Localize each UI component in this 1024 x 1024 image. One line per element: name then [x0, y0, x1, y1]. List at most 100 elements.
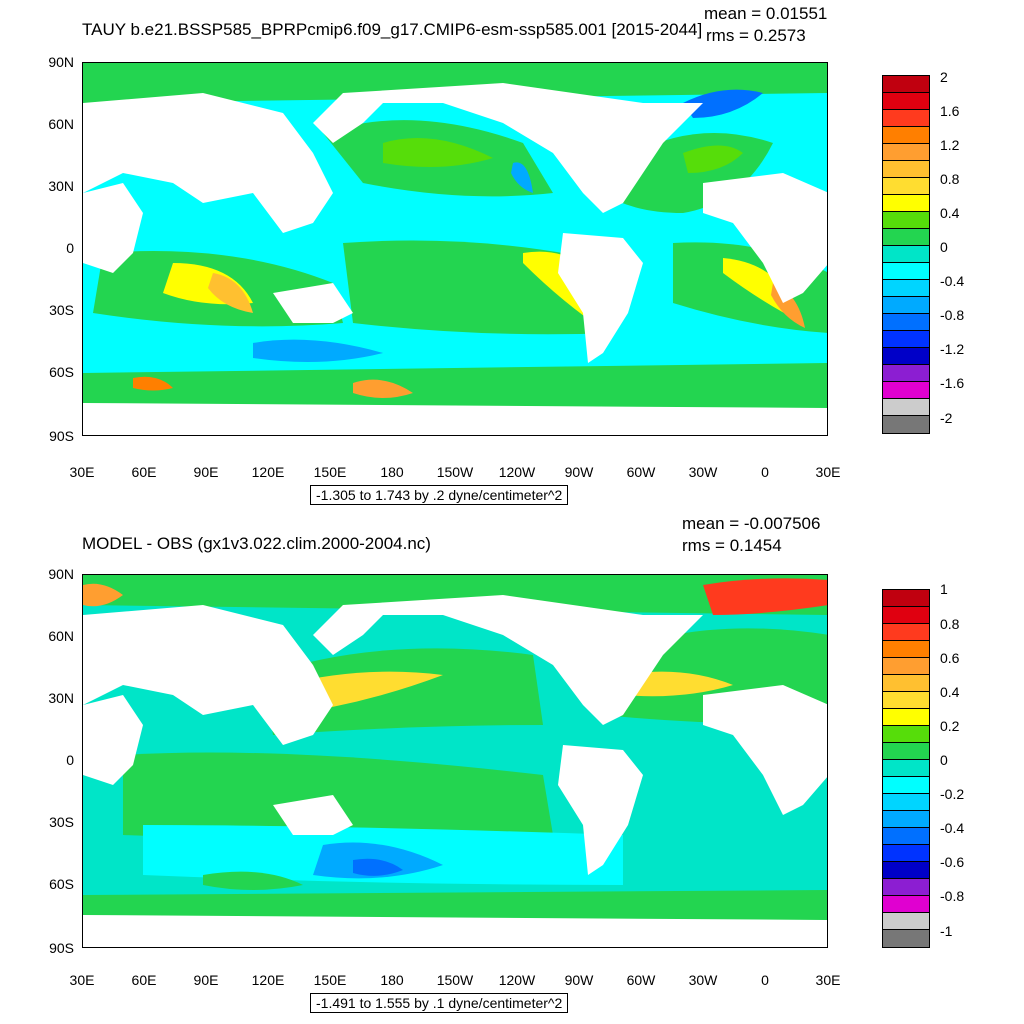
africa-land-west — [83, 183, 143, 273]
bottom-clabel-1: 0.8 — [940, 616, 960, 632]
top-panel: TAUY b.e21.BSSP585_BPRPcmip6.f09_g17.CMI… — [48, 4, 965, 505]
bottom-cbox — [883, 913, 929, 930]
bottom-cbox — [883, 845, 929, 862]
samerica-land — [558, 233, 643, 363]
bottom-xlabel-5: 180 — [380, 972, 404, 988]
bottom-xlabel-12: 30E — [815, 972, 841, 988]
top-clabel-6: -0.4 — [940, 273, 965, 289]
top-rms: rms = 0.2573 — [706, 26, 806, 45]
top-ylabel-5: 60S — [49, 364, 74, 380]
top-clabel-4: 0.4 — [940, 205, 960, 221]
top-xlabel-2: 90E — [193, 464, 219, 480]
bottom-cbox — [883, 624, 929, 641]
top-cbox — [883, 314, 929, 331]
ant-orange — [133, 376, 173, 391]
top-cbox — [883, 246, 929, 263]
top-xlabel-0: 30E — [69, 464, 95, 480]
bottom-ylabel-4: 30S — [49, 814, 74, 830]
bottom-ylabel-0: 90N — [48, 566, 74, 582]
bottom-cbox — [883, 896, 929, 913]
top-cbox — [883, 195, 929, 212]
namerica-land — [313, 595, 703, 725]
bottom-cbox — [883, 930, 929, 947]
top-xlabel-8: 90W — [564, 464, 594, 480]
bottom-clabel-5: 0 — [940, 752, 948, 768]
bottom-xlabel-0: 30E — [69, 972, 95, 988]
bottom-cbox — [883, 879, 929, 896]
top-cbox — [883, 110, 929, 127]
top-cbox — [883, 263, 929, 280]
top-clabel-1: 1.6 — [940, 103, 960, 119]
bottom-clabel-7: -0.4 — [940, 820, 965, 836]
top-map — [82, 62, 828, 436]
top-clabel-2: 1.2 — [940, 137, 960, 153]
bottom-ylabel-5: 60S — [49, 876, 74, 892]
indian-orange — [208, 273, 253, 313]
tropics-green — [123, 752, 553, 840]
top-clabel-8: -1.2 — [940, 341, 965, 357]
bottom-clabel-10: -1 — [940, 923, 953, 939]
antarctica-land — [83, 915, 827, 947]
bottom-cbox — [883, 709, 929, 726]
bottom-ylabel-6: 90S — [49, 940, 74, 956]
top-ylabel-1: 60N — [48, 116, 74, 132]
bottom-xlabel-4: 150E — [313, 972, 347, 988]
bottom-xlabel-7: 120W — [498, 972, 536, 988]
australia-land — [273, 795, 353, 835]
top-map-svg — [83, 63, 827, 435]
spac-blue — [253, 339, 383, 362]
samerica-land — [558, 745, 643, 875]
antarctica-land — [83, 403, 827, 435]
bottom-cbox — [883, 607, 929, 624]
top-ylabel-2: 30N — [48, 178, 74, 194]
top-mean: mean = 0.01551 — [704, 4, 828, 23]
bottom-ylabel-2: 30N — [48, 690, 74, 706]
top-clabel-7: -0.8 — [940, 307, 965, 323]
bottom-xlabel-3: 120E — [251, 972, 285, 988]
bottom-clabel-2: 0.6 — [940, 650, 960, 666]
top-cbox — [883, 331, 929, 348]
top-ylabel-4: 30S — [49, 302, 74, 318]
top-cbox — [883, 280, 929, 297]
ross-orange — [353, 379, 413, 398]
bottom-xlabel-9: 60W — [626, 972, 656, 988]
top-cbox — [883, 348, 929, 365]
bottom-cbox — [883, 692, 929, 709]
bottom-ylabel-3: 0 — [66, 752, 74, 768]
npac-green — [263, 648, 543, 735]
top-xlabel-12: 30E — [815, 464, 841, 480]
bottom-cbox — [883, 743, 929, 760]
africa-land-west — [83, 695, 143, 785]
top-colorbar — [882, 75, 930, 434]
top-xlabel-4: 150E — [313, 464, 347, 480]
bottom-ylabel-1: 60N — [48, 628, 74, 644]
bottom-map — [82, 574, 828, 948]
top-cbox — [883, 93, 929, 110]
bottom-cbox — [883, 675, 929, 692]
top-cbox — [883, 399, 929, 416]
arctic-band — [83, 63, 827, 103]
south-green-patch — [203, 871, 303, 890]
bottom-cbox — [883, 794, 929, 811]
asia-land — [83, 605, 333, 745]
bottom-mean: mean = -0.007506 — [682, 514, 821, 533]
top-xlabel-7: 120W — [498, 464, 536, 480]
top-cbox — [883, 76, 929, 93]
top-xlabel-11: 0 — [761, 464, 769, 480]
bottom-clabel-9: -0.8 — [940, 888, 965, 904]
bottom-range-info: -1.491 to 1.555 by .1 dyne/centimeter^2 — [310, 993, 569, 1013]
top-cbox — [883, 127, 929, 144]
top-xlabel-9: 60W — [626, 464, 656, 480]
top-clabel-5: 0 — [940, 239, 948, 255]
greenland-blue — [683, 89, 763, 118]
top-xlabel-6: 150W — [436, 464, 474, 480]
bottom-colorbar — [882, 589, 930, 948]
top-ylabel-3: 0 — [66, 240, 74, 256]
namerica-land — [313, 83, 703, 213]
top-title: TAUY b.e21.BSSP585_BPRPcmip6.f09_g17.CMI… — [82, 20, 703, 39]
bottom-xlabel-2: 90E — [193, 972, 219, 988]
bottom-cbox — [883, 811, 929, 828]
bottom-xlabel-8: 90W — [564, 972, 594, 988]
bottom-clabel-8: -0.6 — [940, 854, 965, 870]
top-cbox — [883, 178, 929, 195]
